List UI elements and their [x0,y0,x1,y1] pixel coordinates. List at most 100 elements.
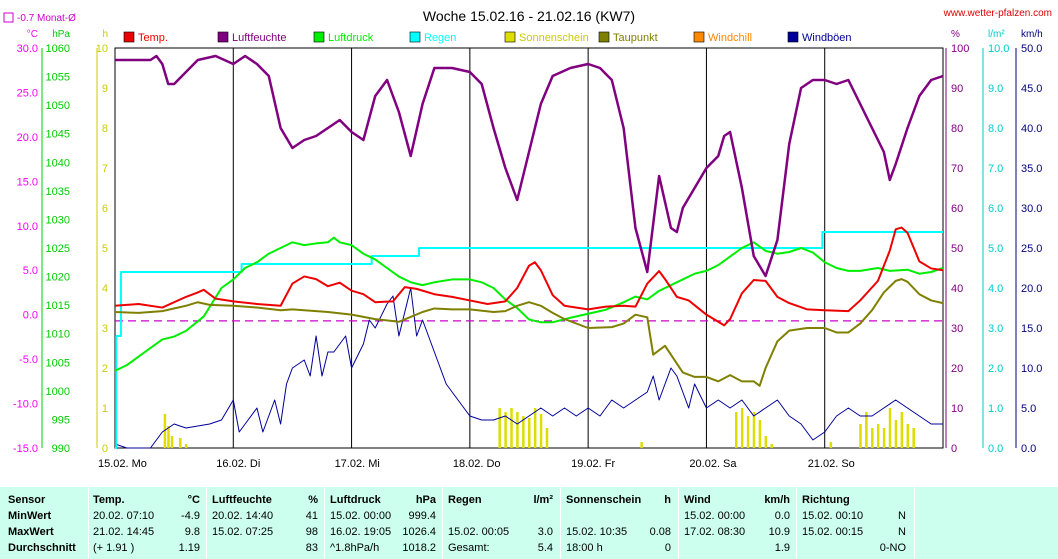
tick-hum: 0 [951,443,957,455]
sun-bar [752,412,756,448]
sun-bar [163,414,167,448]
legend-swatch-7 [787,31,799,43]
legend-label-1: Luftfeuchte [232,32,286,44]
tick-rain: 5.0 [988,243,1003,255]
sun-bar [876,424,880,448]
tick-wind: 20.0 [1021,283,1042,295]
x-day-label: 17.02. Mi [335,458,380,470]
tick-sun: 6 [102,203,108,215]
sun-bar [829,442,833,448]
table-cell-value: N [898,510,906,522]
sun-bar [888,408,892,448]
tick-wind: 35.0 [1021,163,1042,175]
tick-temp: 0.0 [23,310,38,322]
sun-bar [516,412,519,448]
table-cell-time: 15.02. 07:25 [212,526,274,538]
chart-title: Woche 15.02.16 - 21.02.16 (KW7) [423,8,635,24]
table-cell-time: 15.02. 10:35 [566,526,628,538]
legend-swatch-3 [409,31,421,43]
table-header-unit: % [308,494,318,506]
sun-bar [545,428,549,448]
monthly-avg-marker [3,12,14,23]
sun-bar [900,412,904,448]
tick-press: 1030 [46,214,70,226]
tick-wind: 45.0 [1021,83,1042,95]
sun-bar [912,428,915,448]
table-header: Sonnenschein [566,494,642,506]
tick-rain: 9.0 [988,83,1003,95]
tick-hum: 10 [951,403,963,415]
sun-bar [498,408,501,448]
table-header: Regen [448,494,482,506]
tick-wind: 50.0 [1021,43,1042,55]
legend-swatch-0 [123,31,135,43]
table-separator [678,487,679,559]
table-cell-time: 20.02. 07:10 [93,510,155,522]
tick-press: 1045 [46,129,70,141]
table-cell-value: 0-NO [879,542,906,554]
table-cell-time: Gesamt: [448,542,490,554]
table-cell-value: 9.8 [184,526,200,538]
sun-bar [770,444,773,448]
rain-line [115,231,943,449]
legend-label-2: Luftdruck [328,32,374,44]
table-header: Luftfeuchte [212,494,272,506]
table-header-unit: hPa [415,494,436,506]
table-cell-value: 5.4 [537,542,553,554]
sun-bar [906,424,910,448]
axis-unit-rain: l/m² [988,29,1005,40]
sun-bar [179,438,182,448]
sun-bar [865,412,868,448]
axis-unit-temp: °C [27,29,38,40]
legend-swatch-2 [313,31,325,43]
x-day-label: 20.02. Sa [689,458,737,470]
tick-sun: 8 [102,123,108,135]
legend-swatch-5 [598,31,610,43]
table-cell-value: -4.9 [181,510,200,522]
table-header: Richtung [802,494,850,506]
tick-rain: 2.0 [988,363,1003,375]
x-day-label: 15.02. Mo [98,458,147,470]
axis-unit-press: hPa [52,29,70,40]
humidity-line [115,54,944,278]
sun-bar [740,408,744,448]
table-cell-time: 15.02. 00:10 [802,510,864,522]
tick-sun: 1 [102,403,108,415]
table-separator [442,487,443,559]
sun-bar [184,444,188,448]
table-cell-time: 18:00 h [566,542,603,554]
table-row-label: MinWert [8,510,52,522]
table-cell-value: 0 [664,542,671,554]
axis-unit-wind: km/h [1021,29,1043,40]
sun-bar [533,408,537,448]
tick-hum: 40 [951,283,963,295]
tick-hum: 60 [951,203,963,215]
tick-hum: 80 [951,123,963,135]
site-label: www.wetter-pfalzen.com [943,8,1052,19]
legend-label-4: Sonnenschein [519,32,589,44]
table-header: Temp. [93,494,125,506]
tick-press: 1000 [46,386,70,398]
tick-temp: 10.0 [17,221,38,233]
table-row-label: MaxWert [8,526,54,538]
table-cell-time: 20.02. 14:40 [212,510,274,522]
tick-temp: 30.0 [17,43,38,55]
sun-bar [528,418,531,448]
tick-rain: 7.0 [988,163,1003,175]
tick-press: 1010 [46,329,70,341]
table-cell-time: 15.02. 00:15 [802,526,864,538]
tick-press: 1035 [46,186,70,198]
sun-bar [894,420,898,448]
tick-sun: 2 [102,363,108,375]
tick-sun: 7 [102,163,108,175]
axis-unit-sun: h [102,29,108,40]
table-cell-time: 15.02. 00:00 [684,510,746,522]
tick-rain: 3.0 [988,323,1003,335]
tick-rain: 6.0 [988,203,1003,215]
tick-wind: 25.0 [1021,243,1042,255]
tick-rain: 4.0 [988,283,1003,295]
temperature-line [114,226,944,327]
table-cell-time: 15.02. 00:00 [330,510,392,522]
table-separator [796,487,797,559]
tick-temp: 25.0 [17,87,38,99]
